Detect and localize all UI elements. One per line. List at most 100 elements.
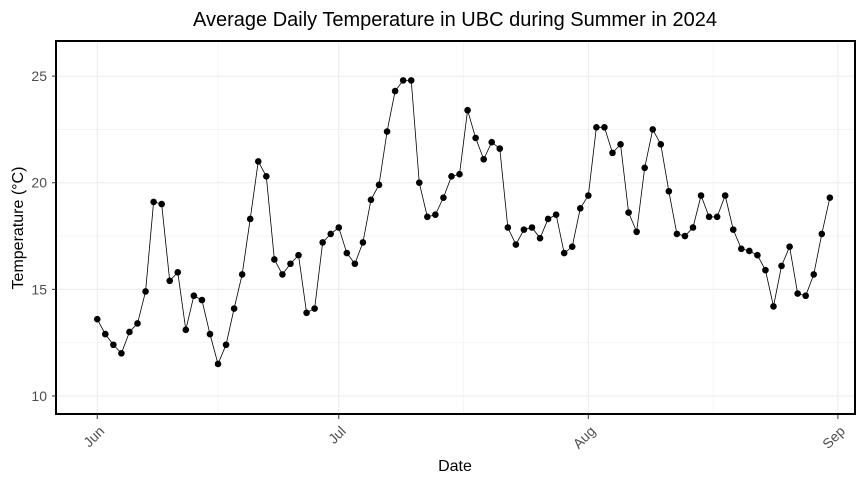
data-point: [238, 271, 246, 278]
data-point: [407, 77, 415, 84]
data-point: [657, 141, 665, 148]
data-point: [544, 215, 552, 223]
data-point: [222, 341, 230, 349]
data-point: [520, 226, 528, 233]
x-tick-label: Sep: [819, 423, 848, 452]
data-point: [464, 106, 471, 114]
data-point: [480, 155, 487, 163]
data-point: [601, 123, 608, 131]
data-point: [440, 194, 447, 201]
data-point: [279, 271, 286, 278]
data-point: [383, 128, 391, 135]
data-point: [206, 330, 214, 338]
x-tick-label: Jun: [80, 423, 107, 450]
x-tick-label: Jul: [325, 423, 349, 447]
data-point: [158, 200, 165, 208]
data-point: [810, 271, 818, 278]
y-axis-title: Temperature (°C): [10, 167, 27, 290]
data-point: [528, 224, 536, 231]
data-point: [472, 134, 479, 142]
data-point: [375, 181, 383, 189]
y-axis-ticks: 10 15 20 25: [31, 68, 56, 404]
data-point: [126, 328, 133, 336]
data-point: [432, 211, 439, 219]
data-point: [110, 341, 117, 349]
data-point: [448, 173, 455, 180]
data-point: [802, 292, 809, 300]
data-point: [359, 239, 367, 246]
data-point: [641, 164, 648, 172]
data-point: [609, 149, 616, 157]
data-point: [552, 211, 560, 219]
data-point: [335, 224, 343, 231]
data-point: [496, 145, 504, 152]
data-point: [536, 234, 544, 242]
data-point: [794, 290, 801, 297]
x-axis-title: Date: [438, 458, 472, 475]
data-point: [287, 260, 294, 268]
data-point: [134, 320, 141, 327]
data-point: [786, 243, 793, 250]
data-point: [254, 158, 262, 165]
data-point: [818, 230, 826, 238]
data-point: [729, 226, 737, 233]
data-point: [770, 303, 777, 310]
data-point: [343, 249, 351, 257]
data-point: [214, 360, 222, 368]
data-point: [102, 330, 109, 338]
data-point: [263, 173, 270, 180]
data-point: [424, 213, 431, 221]
data-point: [705, 213, 713, 221]
data-point: [560, 249, 568, 257]
data-point: [142, 288, 149, 295]
grid: [57, 42, 854, 413]
data-point: [633, 228, 640, 236]
series-line-group: [96, 79, 831, 366]
data-point: [190, 292, 198, 300]
data-point: [166, 277, 174, 285]
data-point: [665, 187, 673, 195]
data-point: [778, 262, 785, 270]
data-point: [118, 349, 125, 357]
data-point: [327, 230, 335, 238]
data-point: [762, 266, 769, 274]
data-point: [504, 224, 512, 231]
data-point: [576, 205, 584, 212]
data-point: [721, 192, 729, 199]
data-point: [311, 305, 318, 312]
x-axis-ticks: Jun Jul Aug Sep: [80, 415, 848, 452]
data-point: [319, 239, 326, 246]
data-point: [673, 230, 681, 238]
x-tick-label: Aug: [570, 423, 599, 452]
data-point: [826, 194, 834, 201]
chart-title: Average Daily Temperature in UBC during …: [193, 9, 717, 31]
data-point: [93, 315, 101, 323]
data-point: [351, 260, 359, 268]
y-tick-label: 15: [31, 281, 47, 297]
y-tick-label: 10: [31, 388, 47, 404]
data-point: [174, 268, 182, 276]
y-tick-label: 25: [31, 68, 47, 84]
data-points: [93, 77, 834, 368]
data-point: [617, 141, 624, 148]
data-point: [681, 232, 689, 240]
data-point: [295, 251, 302, 259]
data-point: [150, 198, 157, 206]
data-point: [754, 251, 761, 259]
data-point: [246, 215, 254, 223]
data-point: [737, 245, 745, 253]
data-point: [456, 170, 463, 178]
data-point: [303, 309, 310, 317]
data-point: [568, 243, 576, 250]
data-point: [415, 179, 423, 187]
data-point: [367, 196, 375, 204]
temperature-line: [96, 79, 831, 366]
data-point: [746, 247, 753, 255]
data-point: [198, 296, 206, 304]
data-point: [649, 126, 657, 133]
data-point: [271, 256, 278, 263]
data-point: [697, 192, 705, 199]
data-point: [391, 87, 399, 95]
data-point: [399, 77, 407, 84]
